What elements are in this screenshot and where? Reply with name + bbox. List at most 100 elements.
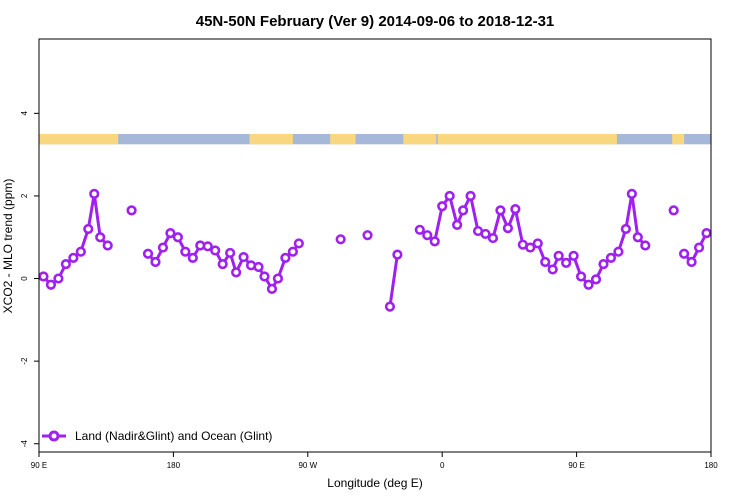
data-point (266, 283, 278, 294)
data-point (75, 246, 86, 257)
y-tick-label: 0 (20, 276, 29, 281)
data-point (53, 273, 64, 284)
data-point (150, 256, 161, 268)
data-point (575, 271, 587, 282)
x-axis: 90 E 180 90 W 0 90 E 180 (31, 452, 718, 470)
y-tick-label: -2 (20, 357, 29, 365)
data-point (68, 252, 79, 263)
data-point (38, 271, 49, 282)
data-point (157, 242, 169, 253)
data-point (83, 223, 94, 235)
data-point (335, 234, 346, 245)
data-point (126, 205, 137, 216)
y-tick-label: -4 (20, 440, 29, 448)
data-point (102, 240, 113, 251)
data-point (547, 264, 558, 275)
data-point (626, 188, 637, 199)
data-point (429, 236, 440, 247)
data-point (693, 242, 705, 253)
data-point (180, 246, 191, 257)
land-segment (403, 133, 437, 145)
data-point (568, 250, 579, 261)
data-point (422, 230, 433, 241)
data-point (510, 204, 521, 215)
data-point (598, 258, 609, 270)
legend-label: Land (Nadir&Glint) and Ocean (Glint) (75, 429, 272, 443)
y-axis: -4 -2 0 2 4 (20, 111, 39, 448)
data-point (632, 232, 643, 243)
chart-title: 45N-50N February (Ver 9) 2014-09-06 to 2… (196, 13, 555, 30)
data-point (444, 190, 455, 202)
data-point (540, 256, 551, 268)
data-point (253, 261, 264, 273)
legend-swatch-marker (48, 430, 60, 442)
data-point (583, 279, 594, 290)
data-point (280, 252, 291, 263)
series-line (418, 192, 647, 287)
data-point (495, 205, 506, 216)
x-axis-label: Longitude (deg E) (327, 476, 422, 490)
data-point (142, 248, 154, 259)
x-tick-label: 180 (704, 461, 718, 470)
data-point (679, 248, 690, 259)
series-line (683, 232, 708, 264)
data-point (458, 205, 469, 216)
data-point (89, 188, 100, 199)
data-point (210, 245, 221, 256)
data-point (613, 246, 624, 257)
data-point (525, 242, 536, 253)
data-point (686, 256, 697, 268)
x-tick-label: 90 W (298, 461, 317, 470)
data-point (225, 247, 236, 259)
land-segment (39, 133, 119, 145)
data-point (392, 249, 403, 260)
data-point (701, 228, 712, 239)
data-point (217, 258, 228, 270)
y-axis-label: XCO2 - MLO trend (ppm) (1, 179, 15, 314)
data-point (437, 201, 448, 212)
data-point (465, 190, 476, 202)
data-point (452, 219, 463, 230)
data-point (414, 224, 425, 235)
data-point (480, 228, 491, 240)
land-segment (249, 133, 293, 145)
data-point (293, 238, 304, 249)
x-tick-label: 180 (167, 461, 181, 470)
data-point (640, 240, 651, 251)
x-tick-label: 0 (440, 461, 445, 470)
land-segment (330, 133, 356, 145)
data-point (487, 232, 499, 244)
data-point (553, 250, 564, 261)
y-tick-label: 4 (20, 111, 29, 116)
x-tick-label: 90 E (31, 461, 47, 470)
land-segment (672, 133, 685, 145)
data-point (187, 252, 198, 263)
legend: Land (Nadir&Glint) and Ocean (Glint) (42, 429, 272, 443)
data-point (362, 230, 373, 241)
data-point (620, 223, 631, 235)
series-line (388, 254, 399, 307)
data-point (561, 257, 572, 268)
data-point (502, 223, 514, 234)
data-point (238, 251, 249, 263)
data-point (287, 246, 298, 257)
data-point (172, 232, 183, 243)
plot-frame (38, 38, 712, 453)
data-point (202, 241, 213, 252)
y-tick-label: 2 (20, 193, 29, 198)
data-point (45, 279, 57, 290)
data-point (95, 232, 106, 243)
ocean-band (39, 133, 711, 145)
landmask-band (39, 133, 711, 145)
data-point (384, 301, 396, 312)
series-layer (38, 188, 712, 312)
land-segment (437, 133, 617, 145)
data-point (532, 238, 543, 249)
data-point (231, 267, 242, 278)
data-point (165, 228, 176, 239)
data-point (60, 258, 71, 270)
x-tick-label: 90 E (568, 461, 584, 470)
data-point (272, 273, 284, 284)
data-point (590, 274, 602, 285)
